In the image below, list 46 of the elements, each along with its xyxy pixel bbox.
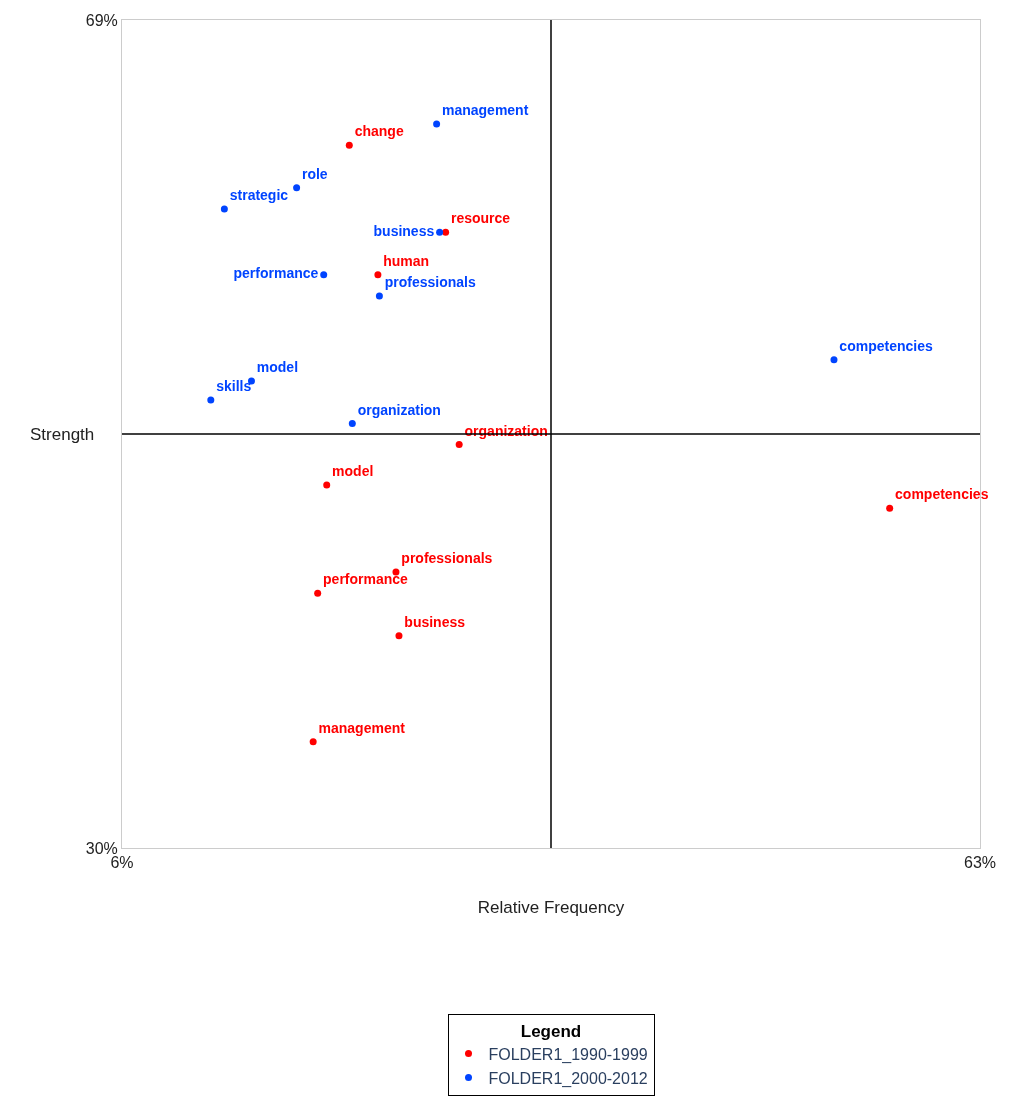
point: [375, 292, 383, 300]
x-tick-label: 63%: [963, 854, 997, 872]
point: [455, 441, 463, 449]
data-label: management: [441, 102, 529, 119]
data-label: model: [256, 359, 299, 376]
data-label: role: [301, 165, 328, 182]
data-label: professionals: [401, 550, 493, 567]
data-label: business: [373, 222, 435, 239]
y-axis-title: Strength: [30, 425, 95, 444]
data-label: model: [332, 463, 374, 480]
point: [442, 228, 450, 236]
x-tick-label: 6%: [110, 854, 134, 872]
data-label: resource: [451, 210, 511, 227]
point: [886, 504, 894, 512]
legend-title: Legend: [520, 1021, 582, 1041]
point: [395, 632, 403, 640]
data-label: management: [318, 719, 406, 736]
data-label: skills: [216, 378, 252, 395]
y-tick-label: 30%: [85, 839, 118, 857]
y-tick-label: 69%: [85, 11, 118, 29]
point: [374, 271, 382, 279]
data-label: performance: [323, 571, 409, 588]
data-label: competencies: [895, 486, 989, 503]
point: [309, 738, 317, 746]
point: [320, 271, 328, 279]
legend-label: FOLDER1_2000-2012: [488, 1069, 648, 1088]
point: [830, 356, 838, 364]
point: [348, 419, 356, 427]
point: [220, 205, 228, 213]
point: [314, 589, 322, 597]
x-axis-title: Relative Frequency: [477, 897, 625, 917]
point: [293, 184, 301, 192]
point: [345, 141, 353, 149]
data-label: competencies: [839, 337, 933, 354]
data-label: performance: [233, 265, 319, 282]
point: [323, 481, 331, 489]
legend-label: FOLDER1_1990-1999: [488, 1045, 648, 1064]
point: [207, 396, 215, 404]
data-label: business: [404, 613, 466, 630]
point: [436, 228, 444, 236]
data-label: professionals: [384, 274, 477, 291]
point: [433, 120, 441, 128]
data-label: organization: [357, 401, 441, 418]
data-label: change: [354, 123, 404, 140]
data-label: strategic: [229, 187, 289, 204]
data-label: human: [383, 252, 430, 269]
